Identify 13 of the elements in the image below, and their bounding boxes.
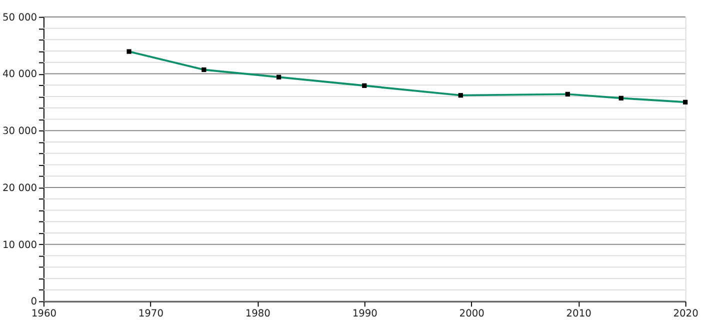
y-tick-label: 0: [30, 296, 38, 308]
y-tick-label: 10 000: [2, 240, 38, 251]
x-tick-label: 1970: [138, 308, 164, 320]
x-tick-label: 2020: [673, 308, 698, 320]
y-tick-label: 30 000: [2, 126, 38, 138]
x-tick-label: 1960: [31, 308, 56, 320]
x-tick-label: 1990: [352, 308, 378, 320]
x-tick-label: 2010: [566, 308, 592, 320]
x-tick-label: 1980: [245, 308, 270, 320]
y-tick-label: 20 000: [2, 182, 38, 194]
x-tick-label: 2000: [459, 308, 484, 320]
y-tick-label: 50 000: [2, 12, 38, 24]
y-tick-label: 40 000: [2, 69, 38, 80]
